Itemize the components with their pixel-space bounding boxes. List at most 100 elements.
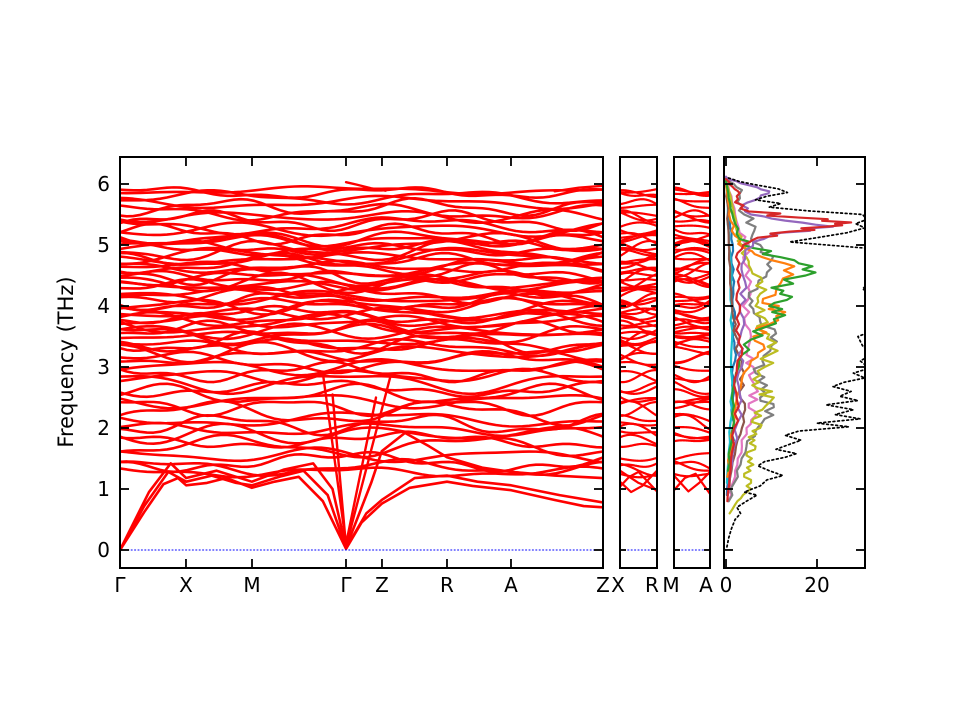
partial-dos-green (724, 179, 817, 472)
phonon-band (674, 234, 710, 245)
phonon-band (620, 462, 657, 468)
y-tick-label: 4 (97, 294, 110, 318)
phonon-band (674, 311, 710, 321)
phonon-band (620, 278, 657, 282)
phonon-band (120, 251, 603, 266)
phonon-band (620, 228, 657, 236)
phonon-band (674, 257, 710, 261)
phonon-band (620, 221, 657, 228)
partial-dos-brown (724, 182, 747, 497)
phonon-band (620, 400, 657, 417)
phonon-band (120, 194, 603, 211)
phonon-band (620, 188, 657, 194)
phonon-band (620, 282, 657, 289)
phonon-band (674, 397, 710, 403)
kpoint-label: R (440, 573, 454, 597)
phonon-band (620, 266, 657, 274)
kpoint-label: X (611, 573, 625, 597)
phonon-band (120, 400, 603, 418)
phonon-band (331, 374, 392, 548)
phonon-band (620, 456, 657, 462)
total-dos (726, 177, 865, 548)
plot-curves (120, 175, 865, 552)
phonon-band (120, 296, 603, 312)
phonon-band (120, 393, 603, 410)
phonon-band (674, 472, 710, 495)
phonon-band (674, 267, 710, 274)
phonon-band (674, 335, 710, 340)
phonon-band (674, 388, 710, 398)
phonon-band (120, 374, 603, 396)
phonon-band (620, 233, 657, 244)
phonon-band (674, 198, 710, 203)
phonon-band (620, 314, 657, 321)
phonon-band (620, 396, 657, 405)
phonon-band (620, 385, 657, 395)
phonon-band (553, 184, 603, 193)
phonon-band (674, 331, 710, 335)
phonon-band (620, 469, 657, 494)
phonon-band (120, 322, 603, 341)
phonon-band (620, 211, 657, 222)
phonon-band (120, 475, 603, 552)
phonon-band (674, 233, 710, 243)
phonon-band (620, 430, 657, 435)
phonon-band (120, 185, 603, 196)
phonon-band (674, 470, 710, 493)
phonon-band (620, 211, 657, 217)
panel-frame (673, 156, 711, 569)
phonon-band (620, 336, 657, 346)
phonon-band (120, 322, 603, 346)
phonon-band (620, 258, 657, 265)
phonon-band (620, 198, 657, 206)
phonon-band (620, 203, 657, 210)
phonon-band (620, 339, 657, 348)
y-tick-label: 5 (97, 233, 110, 257)
phonon-band (674, 218, 710, 223)
phonon-band (620, 433, 657, 446)
panel-frame (723, 156, 866, 569)
y-tick-label: 3 (97, 355, 110, 379)
kpoint-label: Z (375, 573, 389, 597)
kpoint-label: M (662, 573, 679, 597)
phonon-band (120, 216, 603, 236)
phonon-band (674, 224, 710, 230)
phonon-band (674, 373, 710, 384)
phonon-band (674, 413, 710, 431)
phonon-band (120, 431, 603, 552)
phonon-band (620, 292, 657, 309)
phonon-band (120, 340, 603, 364)
kpoint-label: Γ (114, 573, 126, 597)
phonon-band (674, 248, 710, 255)
phonon-band (674, 292, 710, 305)
phonon-band (620, 272, 657, 293)
phonon-band (620, 469, 657, 492)
phonon-band (620, 319, 657, 327)
phonon-band (674, 452, 710, 461)
phonon-band (674, 412, 710, 423)
dos-tick-label: 20 (804, 573, 829, 597)
y-tick-label: 0 (97, 538, 110, 562)
phonon-band (620, 209, 657, 224)
phonon-band (120, 262, 603, 287)
y-tick-label: 1 (97, 477, 110, 501)
phonon-band (120, 253, 603, 276)
phonon-band (674, 438, 710, 443)
phonon-band (120, 469, 603, 552)
phonon-band (344, 180, 387, 192)
phonon-band (674, 380, 710, 395)
phonon-band (620, 381, 657, 394)
partial-dos-purple (724, 175, 835, 497)
phonon-band (674, 262, 710, 279)
phonon-band (674, 303, 710, 314)
phonon-band (674, 272, 710, 281)
phonon-band (674, 433, 710, 440)
phonon-band (120, 446, 603, 464)
kpoint-label: Γ (340, 573, 352, 597)
phonon-band (620, 421, 657, 427)
phonon-band (120, 221, 603, 238)
panel-frames (119, 156, 866, 569)
y-tick-label: 6 (97, 172, 110, 196)
